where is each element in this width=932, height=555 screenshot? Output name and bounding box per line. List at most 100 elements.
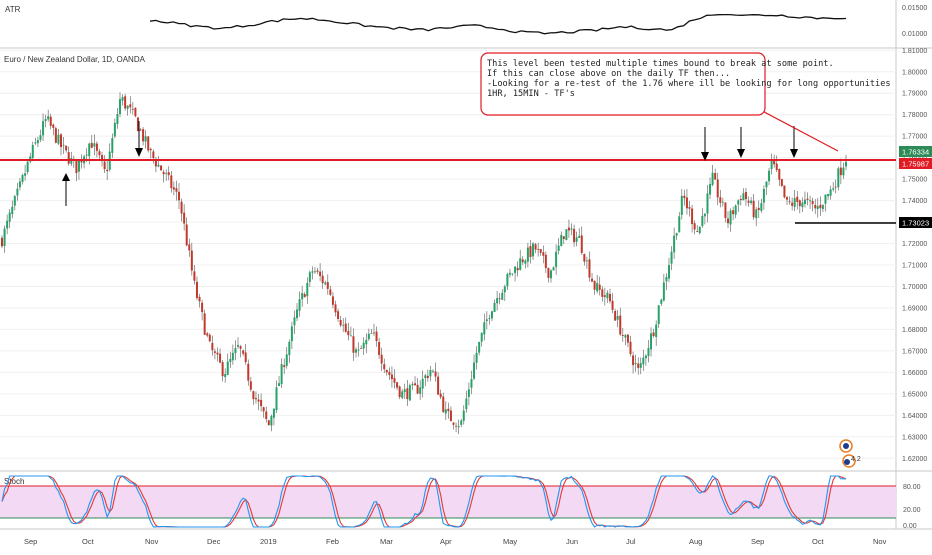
candle-body [306, 283, 309, 297]
candle-body [242, 350, 245, 354]
candle-body [544, 254, 547, 269]
symbol-title: Euro / New Zealand Dollar, 1D, OANDA [4, 55, 146, 64]
candle-body [378, 341, 381, 356]
candle-body [113, 122, 116, 137]
candle-body [344, 323, 347, 332]
candle-body [524, 260, 527, 264]
candle-body [611, 300, 614, 310]
candle-body [121, 97, 124, 101]
candle-body [798, 200, 801, 207]
candle-body [516, 267, 519, 271]
candle-body [265, 411, 268, 420]
candle-body [190, 250, 193, 271]
candle-body [95, 143, 98, 151]
candle-body [308, 272, 311, 282]
idea-badge-count: 4.2 [851, 456, 861, 463]
stoch-tick-0: 0.00 [903, 523, 917, 530]
candle-body [832, 188, 835, 190]
time-label-nov-2019: Nov [873, 537, 887, 546]
candle-body [372, 332, 375, 334]
candle-body [90, 142, 93, 148]
candle-body [111, 138, 114, 153]
candle-body [31, 144, 34, 159]
candle-body [152, 151, 155, 159]
candle-body [272, 408, 275, 418]
atr-tick-upper: 0.01500 [902, 5, 927, 12]
atr-pane[interactable]: ATR 0.01500 0.01000 [5, 5, 927, 38]
annotation-line-2: If this can close above on the daily TF … [487, 69, 730, 79]
candle-body [560, 234, 563, 247]
price-tick-label: 1.81000 [902, 48, 927, 55]
candle-body [778, 169, 781, 180]
candle-body [257, 399, 260, 402]
candle-body [498, 298, 501, 300]
candle-body [352, 336, 355, 353]
candle-body [303, 294, 306, 298]
candle-body [680, 195, 683, 215]
candle-body [319, 271, 322, 277]
candle-body [511, 273, 514, 275]
candle-body [816, 206, 819, 210]
candle-body [403, 389, 406, 393]
candle-body [626, 334, 629, 343]
candle-body [801, 202, 804, 208]
time-label-jun: Jun [566, 537, 578, 546]
candle-body [842, 167, 845, 176]
candle-body [398, 386, 401, 397]
candle-body [434, 371, 437, 377]
arrow-marker-3 [701, 127, 709, 161]
candle-body [414, 383, 417, 386]
price-tick-label: 1.70000 [902, 284, 927, 291]
candle-body [165, 173, 168, 175]
candle-body [93, 143, 96, 147]
stoch-k-line [1, 475, 846, 528]
candle-body [567, 227, 570, 231]
candle-body [575, 237, 578, 242]
stoch-pane[interactable]: Stoch 80.00 20.00 0.00 [0, 475, 921, 530]
resistance-price-value: 1.75987 [902, 160, 929, 169]
candle-body [562, 236, 565, 239]
candle-body [334, 304, 337, 313]
candle-body [160, 165, 163, 171]
candle-body [342, 324, 345, 326]
candle-body [129, 104, 132, 108]
candle-body [839, 167, 842, 176]
idea-badge-icon[interactable]: 4.2 [839, 439, 861, 468]
candle-body [547, 267, 550, 278]
candle-body [296, 309, 299, 319]
arrow-marker-4 [737, 127, 745, 158]
candle-body [827, 194, 830, 197]
time-label-mar: Mar [380, 537, 393, 546]
price-pane[interactable]: Euro / New Zealand Dollar, 1D, OANDA 1.8… [0, 48, 932, 468]
arrow-marker-1 [62, 173, 70, 206]
candle-body [234, 348, 237, 354]
candle-body [396, 382, 399, 388]
candle-body [793, 198, 796, 207]
candle-body [77, 160, 80, 172]
candle-body [596, 283, 599, 292]
candle-body [131, 108, 134, 110]
candle-body [809, 200, 812, 202]
candle-body [247, 363, 250, 381]
annotation-callout[interactable]: This level been tested multiple times bo… [480, 52, 891, 152]
candle-body [655, 324, 658, 337]
stoch-tick-20: 20.00 [903, 507, 921, 514]
candle-body [652, 332, 655, 337]
candle-body [608, 293, 611, 302]
candle-body [221, 362, 224, 377]
price-tick-label: 1.80000 [902, 69, 927, 76]
candle-body [555, 251, 558, 268]
candle-body [629, 341, 632, 355]
time-label-feb: Feb [326, 537, 339, 546]
candle-body [634, 363, 637, 365]
candle-body [534, 244, 537, 250]
candle-body [508, 272, 511, 275]
candle-body [157, 164, 160, 167]
time-axis[interactable]: Sep Oct Nov Dec 2019 Feb Mar Apr May Jun… [24, 537, 887, 546]
candle-body [293, 317, 296, 326]
candle-body [62, 144, 65, 146]
candle-body [480, 332, 483, 342]
candle-body [219, 353, 222, 363]
candle-body [752, 200, 755, 218]
